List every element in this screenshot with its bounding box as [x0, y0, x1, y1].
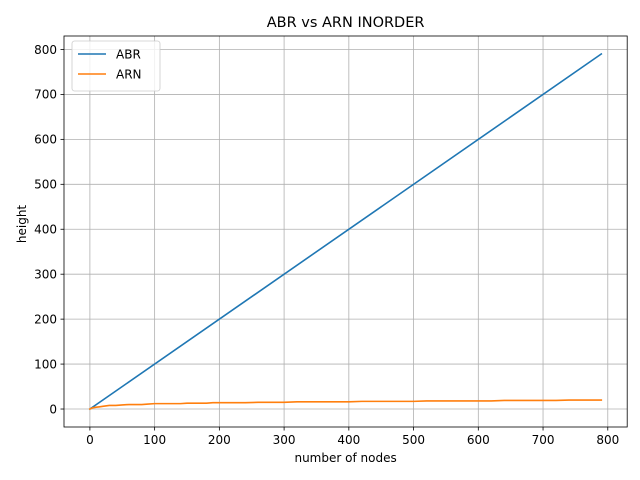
- x-tick-label: 200: [208, 433, 231, 447]
- x-tick-label: 600: [467, 433, 490, 447]
- x-tick-label: 700: [532, 433, 555, 447]
- y-tick-label: 300: [34, 267, 57, 281]
- legend: ABR ARN: [71, 40, 161, 92]
- legend-label: ARN: [116, 67, 142, 81]
- series-line-abr: [88, 52, 603, 411]
- x-axis-title: number of nodes: [294, 451, 396, 465]
- x-tick-label: 100: [143, 433, 166, 447]
- x-tick-label: 400: [337, 433, 360, 447]
- y-tick-label: 600: [34, 133, 57, 147]
- x-axis: 0 100 200 300 400 500 600 700 800: [86, 427, 619, 447]
- grid: [64, 36, 628, 427]
- y-tick-label: 800: [34, 43, 57, 57]
- y-tick-label: 400: [34, 223, 57, 237]
- x-tick-label: 500: [402, 433, 425, 447]
- legend-label: ABR: [116, 47, 141, 61]
- y-tick-label: 700: [34, 88, 57, 102]
- y-axis-title: height: [15, 205, 29, 244]
- series-line-arn: [88, 399, 603, 411]
- y-tick-label: 0: [49, 402, 57, 416]
- series-layer: [88, 52, 603, 411]
- x-tick-label: 800: [596, 433, 619, 447]
- plot-frame: [63, 35, 628, 428]
- x-tick-label: 0: [86, 433, 94, 447]
- y-axis: 0 100 200 300 400 500 600 700 800: [34, 43, 64, 416]
- x-tick-label: 300: [273, 433, 296, 447]
- y-tick-label: 500: [34, 178, 57, 192]
- chart-title: ABR vs ARN INORDER: [267, 15, 425, 31]
- y-tick-label: 100: [34, 357, 57, 371]
- y-tick-label: 200: [34, 312, 57, 326]
